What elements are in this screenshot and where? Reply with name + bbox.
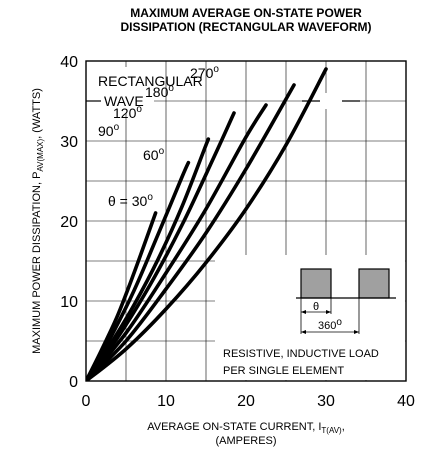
theta-arrowhead-right — [326, 310, 331, 314]
x-axis-title-units: (AMPERES) — [215, 435, 276, 447]
load-note-line-2: PER SINGLE ELEMENT — [223, 365, 344, 377]
y-axis-ticks: 0 10 20 30 40 — [60, 54, 78, 391]
period-label: 360o — [318, 317, 342, 332]
y-tick-label: 10 — [60, 294, 78, 311]
dc-label-backdrop — [319, 93, 343, 109]
x-axis-title: AVERAGE ON-STATE CURRENT, IT(AV), — [147, 421, 345, 435]
y-tick-label: 30 — [60, 134, 78, 151]
legend-backdrop — [92, 67, 154, 113]
load-note-line-1: RESISTIVE, INDUCTIVE LOAD — [223, 348, 379, 360]
series-label: 270o — [190, 64, 219, 81]
legend-title-line-1: RECTANGULAR — [98, 73, 203, 89]
x-tick-label: 0 — [82, 393, 91, 410]
x-tick-label: 30 — [317, 393, 335, 410]
period-arrowhead-right — [354, 330, 359, 334]
series-label: 60o — [143, 146, 165, 163]
series-curves — [86, 67, 328, 381]
theta-arrowhead-left — [301, 310, 306, 314]
series-curve — [86, 83, 296, 381]
series-label: 90o — [98, 122, 120, 139]
series-labels: θ = 30o60o90o120o180o270oDC — [98, 64, 341, 209]
pulse-1 — [300, 268, 332, 299]
y-tick-label: 0 — [69, 374, 78, 391]
series-curve — [86, 67, 328, 381]
chart-title-line-1: MAXIMUM AVERAGE ON-STATE POWER — [130, 6, 362, 20]
x-tick-label: 40 — [397, 393, 415, 410]
series-curve — [86, 137, 211, 381]
period-arrowhead-left — [301, 330, 306, 334]
series-label: 180o — [145, 83, 174, 100]
y-tick-label: 40 — [60, 54, 78, 71]
x-tick-label: 10 — [157, 393, 175, 410]
x-axis-ticks: 0 10 20 30 40 — [82, 393, 415, 410]
y-tick-label: 20 — [60, 214, 78, 231]
y-axis-title: MAXIMUM POWER DISSIPATION, PAV(MAX), (WA… — [31, 88, 45, 354]
series-curve — [86, 103, 268, 381]
series-label: θ = 30o — [108, 192, 153, 209]
series-curve — [86, 111, 236, 381]
series-curve — [86, 160, 191, 381]
series-label: 120o — [113, 104, 142, 121]
pulse-2 — [358, 268, 390, 299]
x-tick-label: 20 — [237, 393, 255, 410]
plot-frame — [85, 60, 407, 382]
theta-label: θ — [313, 301, 319, 313]
chart-title-line-2: DISSIPATION (RECTANGULAR WAVEFORM) — [120, 20, 371, 34]
legend-title-line-2: WAVE — [104, 93, 144, 109]
